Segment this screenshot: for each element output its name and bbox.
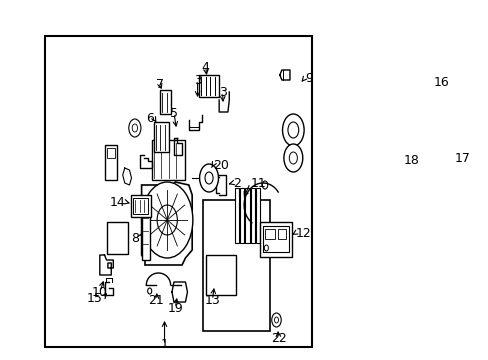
Circle shape [271,313,281,327]
Text: 8: 8 [131,231,139,244]
Bar [422,165,428,183]
Bar [264,229,275,239]
Bar [263,226,288,252]
Bar [250,188,254,243]
Text: 1: 1 [160,338,168,351]
Text: 16: 16 [433,76,448,89]
Circle shape [132,124,137,132]
Text: 15: 15 [86,292,102,305]
Bar [106,148,114,158]
Text: 4: 4 [202,60,209,73]
Text: 20: 20 [213,158,228,171]
Circle shape [284,144,302,172]
Bar [259,222,291,257]
Circle shape [287,122,298,138]
Text: 2: 2 [232,176,240,189]
Bar [245,188,249,243]
Bar [131,195,151,217]
Text: 17: 17 [453,152,469,165]
Text: 3: 3 [193,73,201,86]
Text: 22: 22 [270,332,286,345]
Circle shape [262,181,267,189]
Circle shape [157,205,177,235]
Text: 14: 14 [109,195,125,208]
Text: 3: 3 [218,86,226,99]
Circle shape [142,182,192,258]
Bar [234,188,238,243]
Text: 6: 6 [145,112,153,125]
Bar [203,200,270,331]
Circle shape [204,172,213,184]
Bar [240,188,244,243]
Bar [44,36,311,347]
Bar [153,122,168,152]
Text: 18: 18 [403,153,419,166]
Bar [142,215,149,260]
Bar [433,112,464,252]
Text: 12: 12 [295,226,310,239]
Bar [199,75,219,97]
Bar [104,145,117,180]
Bar [277,229,285,239]
Text: 9: 9 [304,72,312,85]
Bar [256,188,260,243]
Circle shape [199,164,218,192]
Circle shape [282,114,304,146]
Bar [160,90,170,114]
Circle shape [147,288,151,294]
Text: 10: 10 [92,285,107,298]
Text: 19: 19 [167,302,183,315]
Text: 11: 11 [250,176,265,189]
Text: 5: 5 [170,107,178,120]
Circle shape [289,152,297,164]
Bar [151,140,185,180]
Bar [205,255,236,295]
Text: 21: 21 [148,293,164,306]
Bar [106,222,128,254]
Circle shape [128,119,141,137]
Circle shape [264,245,268,251]
Bar [133,198,148,214]
Circle shape [274,317,278,323]
Polygon shape [142,182,192,265]
Text: 7: 7 [156,77,163,90]
Text: 13: 13 [204,293,220,306]
